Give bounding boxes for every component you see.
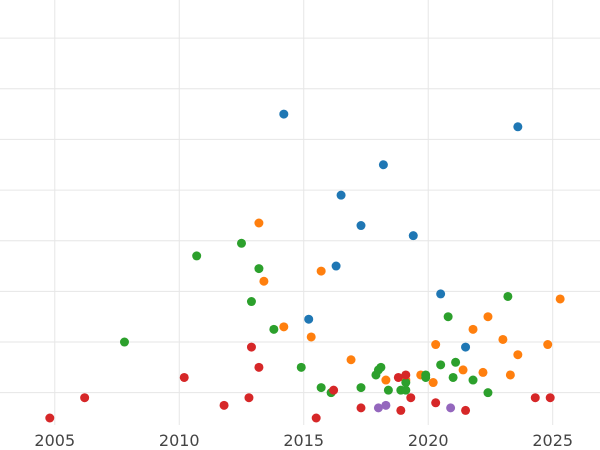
data-point bbox=[244, 393, 254, 403]
x-tick-label: 2020 bbox=[408, 431, 449, 450]
data-point bbox=[483, 388, 493, 398]
data-point bbox=[269, 324, 279, 334]
data-point bbox=[373, 403, 383, 413]
data-point bbox=[468, 324, 478, 334]
data-point bbox=[545, 393, 555, 403]
data-point bbox=[336, 190, 346, 200]
data-point bbox=[383, 385, 393, 395]
data-point bbox=[393, 372, 403, 382]
data-point bbox=[346, 355, 356, 365]
data-point bbox=[254, 362, 264, 372]
data-point bbox=[219, 400, 229, 410]
data-point bbox=[451, 357, 461, 367]
data-point bbox=[376, 362, 386, 372]
data-point bbox=[311, 413, 321, 423]
data-point bbox=[259, 276, 269, 286]
data-point bbox=[279, 109, 289, 119]
data-point bbox=[461, 342, 471, 352]
data-point bbox=[246, 297, 256, 307]
data-point bbox=[408, 231, 418, 241]
data-point bbox=[331, 261, 341, 271]
data-point bbox=[316, 383, 326, 393]
data-point bbox=[279, 322, 289, 332]
data-point bbox=[45, 413, 55, 423]
data-point bbox=[381, 400, 391, 410]
data-point bbox=[236, 238, 246, 248]
data-point bbox=[378, 160, 388, 170]
data-point bbox=[505, 370, 515, 380]
series-0 bbox=[279, 109, 523, 352]
x-tick-labels: 2005 2010 2015 2020 2025 bbox=[34, 431, 573, 450]
data-point bbox=[254, 218, 264, 228]
data-point bbox=[446, 403, 456, 413]
data-point bbox=[192, 251, 202, 261]
data-point bbox=[555, 294, 565, 304]
data-point bbox=[304, 314, 314, 324]
data-point bbox=[254, 264, 264, 274]
series-3 bbox=[45, 342, 555, 423]
data-point bbox=[80, 393, 90, 403]
series-4 bbox=[373, 400, 456, 413]
data-point bbox=[431, 398, 441, 408]
data-point bbox=[119, 337, 129, 347]
data-point bbox=[483, 312, 493, 322]
data-point bbox=[296, 362, 306, 372]
data-point bbox=[401, 378, 411, 388]
data-point bbox=[401, 385, 411, 395]
data-point bbox=[406, 393, 416, 403]
series-2 bbox=[119, 238, 513, 398]
data-point bbox=[443, 312, 453, 322]
data-point bbox=[381, 375, 391, 385]
data-point bbox=[513, 122, 523, 132]
data-point bbox=[431, 340, 441, 350]
data-point bbox=[356, 221, 366, 231]
data-point bbox=[468, 375, 478, 385]
data-point bbox=[530, 393, 540, 403]
data-point bbox=[329, 385, 339, 395]
data-point bbox=[356, 403, 366, 413]
data-point bbox=[421, 372, 431, 382]
x-tick-label: 2005 bbox=[34, 431, 75, 450]
data-point bbox=[498, 334, 508, 344]
data-point bbox=[513, 350, 523, 360]
data-point bbox=[436, 289, 446, 299]
data-point bbox=[246, 342, 256, 352]
data-point bbox=[458, 365, 468, 375]
x-tick-label: 2010 bbox=[159, 431, 200, 450]
x-tick-label: 2015 bbox=[283, 431, 324, 450]
series-1 bbox=[254, 218, 565, 388]
data-point bbox=[478, 367, 488, 377]
data-point bbox=[401, 370, 411, 380]
data-point bbox=[396, 405, 406, 415]
data-point bbox=[461, 405, 471, 415]
grid-lines bbox=[0, 0, 600, 425]
data-point bbox=[179, 372, 189, 382]
data-point bbox=[448, 372, 458, 382]
data-points bbox=[45, 109, 565, 423]
x-tick-label: 2025 bbox=[532, 431, 573, 450]
data-point bbox=[356, 383, 366, 393]
data-point bbox=[503, 291, 513, 301]
data-point bbox=[316, 266, 326, 276]
data-point bbox=[428, 378, 438, 388]
data-point bbox=[543, 340, 553, 350]
data-point bbox=[306, 332, 316, 342]
data-point bbox=[436, 360, 446, 370]
